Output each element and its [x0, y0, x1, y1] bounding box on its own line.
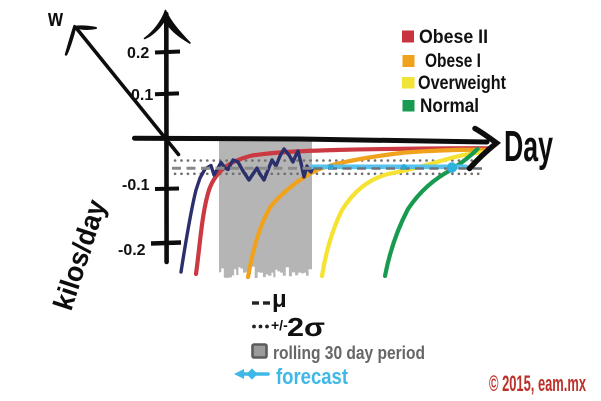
svg-text:-0.1: -0.1	[122, 177, 150, 194]
svg-text:0.1: 0.1	[131, 87, 153, 104]
svg-text:+/-: +/-	[271, 317, 288, 333]
svg-text:-0.2: -0.2	[118, 242, 146, 259]
svg-text:forecast: forecast	[276, 364, 349, 389]
svg-text:2σ: 2σ	[287, 312, 325, 342]
svg-text:Overweight: Overweight	[418, 73, 507, 94]
svg-text:μ: μ	[272, 286, 287, 313]
svg-text:Obese II: Obese II	[419, 27, 488, 48]
svg-text:kilos/day: kilos/day	[47, 195, 112, 313]
svg-text:Obese I: Obese I	[425, 51, 481, 72]
svg-text:w: w	[47, 5, 63, 32]
svg-text:0.2: 0.2	[127, 45, 149, 62]
svg-text:Normal: Normal	[420, 96, 479, 117]
svg-text:© 2015, eam.mx: © 2015, eam.mx	[489, 371, 586, 396]
svg-text:rolling 30 day period: rolling 30 day period	[273, 343, 425, 363]
svg-text:Day: Day	[504, 122, 553, 171]
